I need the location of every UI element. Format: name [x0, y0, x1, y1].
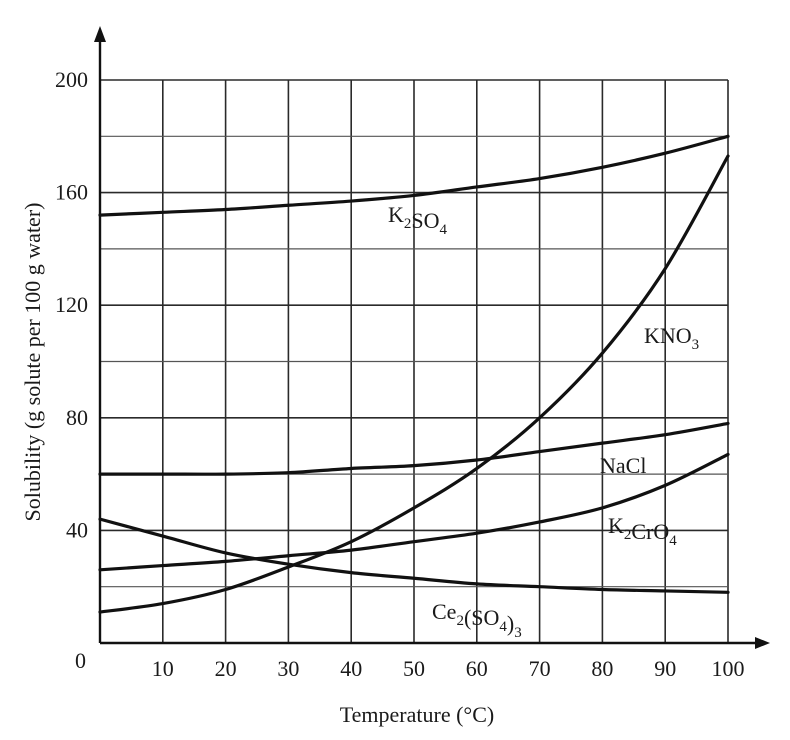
x-tick-label: 70	[529, 656, 551, 681]
y-tick-label: 40	[66, 517, 88, 542]
series-line-ce2so43	[98, 517, 730, 594]
y-tick-label: 200	[55, 67, 88, 92]
series-line-k2so4	[98, 134, 730, 217]
series-line-k2cro4	[98, 452, 730, 572]
axes	[94, 26, 770, 649]
x-axis-title: Temperature (°C)	[340, 702, 494, 727]
x-tick-label: 90	[654, 656, 676, 681]
y-tick-label: 160	[55, 180, 88, 205]
series-line-kno3	[98, 154, 730, 614]
y-axis-arrow-icon	[94, 26, 106, 42]
x-tick-label: 30	[277, 656, 299, 681]
grid	[100, 79, 729, 643]
series-label-k2so4: K2SO4	[388, 202, 448, 238]
x-tick-label: 10	[152, 656, 174, 681]
x-tick-label: 60	[466, 656, 488, 681]
x-tick-label: 100	[712, 656, 745, 681]
y-tick-label: 120	[55, 292, 88, 317]
series-label-k2cro4: K2CrO4	[608, 513, 677, 549]
x-tick-label: 50	[403, 656, 425, 681]
series-line-nacl	[98, 421, 730, 476]
tick-labels: 10 20 30 40 50 60 70 80 90 100 40 80 120 160 200 0	[55, 67, 745, 681]
series-label-nacl: NaCl	[600, 453, 646, 478]
series-labels: K2SO4 KNO3 NaCl K2CrO4 Ce2(SO4)3	[388, 202, 699, 641]
series-label-kno3: KNO3	[644, 323, 699, 353]
x-axis-arrow-icon	[755, 637, 770, 649]
x-tick-label: 80	[591, 656, 613, 681]
x-tick-label: 20	[215, 656, 237, 681]
y-axis-title: Solubility (g solute per 100 g water)	[20, 203, 45, 522]
origin-label: 0	[75, 648, 86, 673]
series-label-ce2so43: Ce2(SO4)3	[432, 599, 522, 641]
series-curves	[98, 134, 730, 614]
y-tick-label: 80	[66, 405, 88, 430]
x-tick-label: 40	[340, 656, 362, 681]
